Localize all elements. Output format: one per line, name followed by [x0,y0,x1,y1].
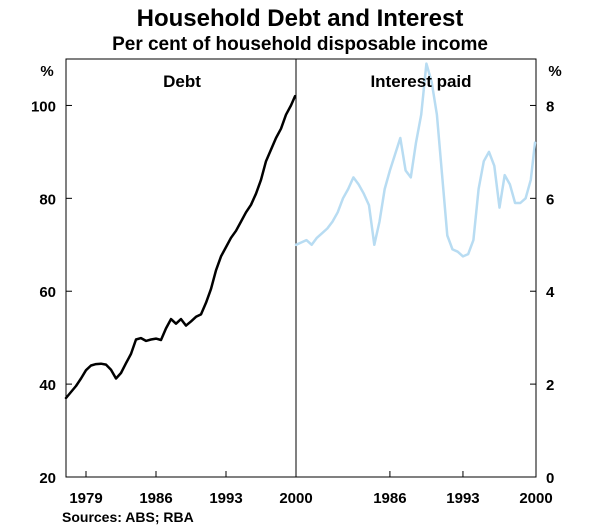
right-y-unit: % [548,63,561,80]
y-tick-label-left: 60 [39,284,56,301]
y-tick-label-right: 8 [546,98,554,115]
chart-subtitle: Per cent of household disposable income [112,34,488,55]
x-tick-label: 1993 [446,490,479,507]
x-tick-label: 1986 [139,490,172,507]
x-tick-label: 1986 [373,490,406,507]
y-tick-label-right: 0 [546,470,554,487]
x-tick-label: 2000 [279,490,312,507]
y-tick-label-right: 2 [546,377,554,394]
x-tick-label: 1979 [69,490,102,507]
x-tick-label: 2000 [519,490,552,507]
y-tick-label-left: 40 [39,377,56,394]
panel-label-debt: Debt [163,72,201,91]
x-tick-label: 1993 [209,490,242,507]
y-tick-label-left: 100 [31,98,56,115]
y-tick-label-left: 20 [39,470,56,487]
y-tick-label-right: 4 [546,284,555,301]
interest-paid-line [294,62,537,258]
axes-layer: 20 40 60 80 100 1979 1986 1993 2000 0 2 4 6 8 1986 1993… [31,98,555,507]
y-tick-label-left: 80 [39,191,56,208]
source-note: Sources: ABS; RBA [62,509,194,525]
y-tick-label-right: 6 [546,191,554,208]
debt-line [64,94,297,400]
chart-title: Household Debt and Interest [136,5,464,32]
left-y-unit: % [40,63,53,80]
plot-frame [65,58,537,478]
series-layer [64,62,537,400]
panel-label-interest: Interest paid [370,72,471,91]
